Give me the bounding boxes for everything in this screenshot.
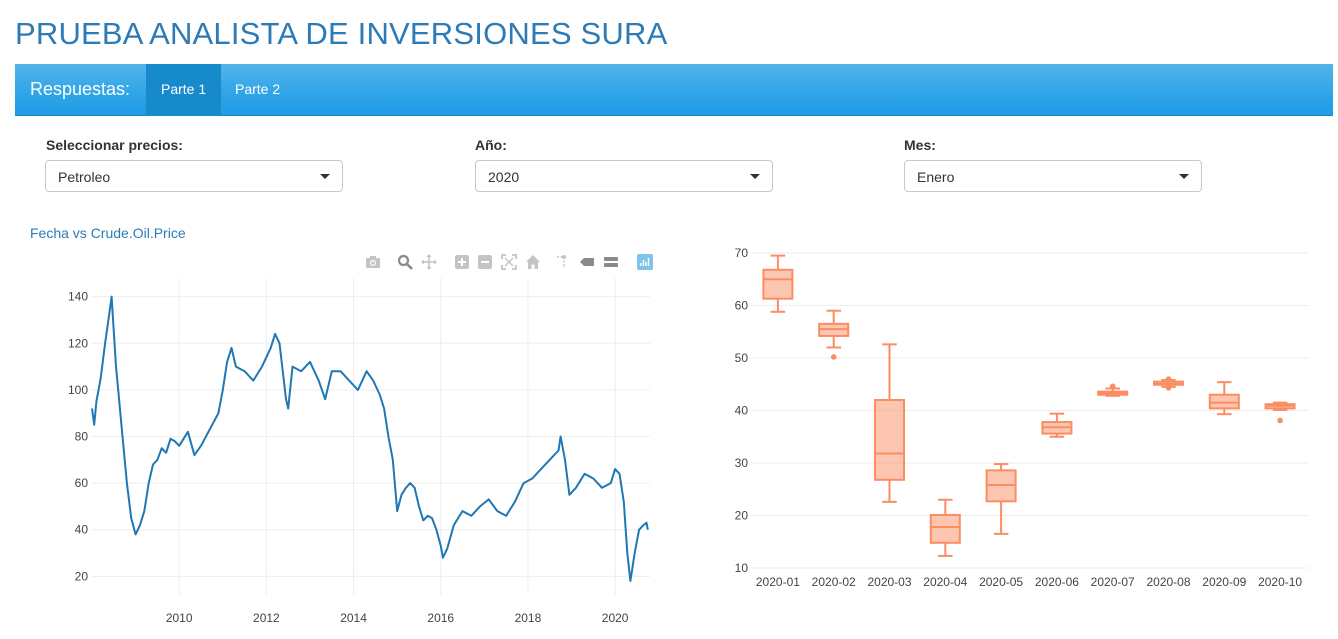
box-2020-02 xyxy=(818,309,850,360)
line-chart-x-tick-label: 2012 xyxy=(253,611,280,625)
anio-label: Año: xyxy=(475,137,507,153)
mes-label: Mes: xyxy=(904,137,936,153)
camera-icon[interactable] xyxy=(365,254,381,270)
line-chart-y-tick-label: 60 xyxy=(75,476,89,490)
line-chart-title: Fecha vs Crude.Oil.Price xyxy=(30,225,186,241)
line-chart-y-tick-label: 120 xyxy=(68,336,88,350)
page-title: PRUEBA ANALISTA DE INVERSIONES SURA xyxy=(15,16,668,51)
box-chart-x-tick-label: 2020-09 xyxy=(1202,575,1246,589)
box-2020-03 xyxy=(873,343,906,503)
box-2020-10 xyxy=(1264,401,1296,424)
line-chart-x-tick-label: 2018 xyxy=(515,611,542,625)
autoscale-icon[interactable] xyxy=(501,254,517,270)
anio-select-value: 2020 xyxy=(488,169,520,185)
spike-lines-icon[interactable] xyxy=(555,254,571,270)
tab-parte-2[interactable]: Parte 2 xyxy=(235,81,281,97)
box-chart-x-tick-label: 2020-06 xyxy=(1035,575,1079,589)
anio-select[interactable]: 2020 xyxy=(475,160,773,192)
line-chart-y-tick-label: 100 xyxy=(68,383,88,397)
mes-select-value: Enero xyxy=(917,169,955,185)
box-outlier-point xyxy=(830,354,837,360)
line-chart-x-tick-label: 2010 xyxy=(166,611,193,625)
box-outlier-point xyxy=(1165,385,1172,391)
line-chart-x-tick-label: 2014 xyxy=(340,611,367,625)
chevron-down-icon xyxy=(1179,174,1189,179)
zoom-icon[interactable] xyxy=(397,254,413,270)
box-outlier-point xyxy=(1277,417,1283,424)
precio-select[interactable]: Petroleo xyxy=(45,160,343,192)
line-chart-y-tick-label: 20 xyxy=(75,569,89,583)
zoom-in-icon[interactable] xyxy=(454,254,470,270)
box-iqr xyxy=(1208,393,1240,410)
navbar: Respuestas: Parte 1 Parte 2 xyxy=(15,64,1333,116)
hover-compare-icon[interactable] xyxy=(603,254,619,270)
box-chart-y-tick-label: 30 xyxy=(735,456,749,470)
box-chart-y-tick-label: 40 xyxy=(735,404,749,418)
mes-select[interactable]: Enero xyxy=(904,160,1202,192)
box-2020-01 xyxy=(762,254,794,313)
crude-oil-price-line xyxy=(91,295,649,582)
box-chart-y-tick-label: 60 xyxy=(735,299,749,313)
box-iqr xyxy=(762,268,794,300)
box-2020-04 xyxy=(929,498,961,557)
box-chart-x-tick-label: 2020-04 xyxy=(923,575,967,589)
line-chart-x-tick-label: 2016 xyxy=(427,611,454,625)
box-chart-y-tick-label: 20 xyxy=(735,509,749,523)
box-chart-x-tick-label: 2020-02 xyxy=(812,575,856,589)
box-chart-x-tick-label: 2020-01 xyxy=(756,575,800,589)
zoom-out-icon[interactable] xyxy=(477,254,493,270)
line-chart-y-tick-label: 80 xyxy=(75,430,89,444)
tab-parte-1[interactable]: Parte 1 xyxy=(146,64,222,115)
box-2020-07 xyxy=(1097,383,1129,397)
box-2020-05 xyxy=(985,463,1017,535)
box-2020-06 xyxy=(1041,412,1073,438)
box-chart-x-tick-label: 2020-10 xyxy=(1258,575,1302,589)
box-outlier-point xyxy=(1109,383,1116,390)
box-chart-x-tick-label: 2020-07 xyxy=(1091,575,1135,589)
box-chart-y-tick-label: 50 xyxy=(735,351,749,365)
box-iqr xyxy=(873,399,906,481)
box-2020-08 xyxy=(1152,376,1185,391)
chevron-down-icon xyxy=(750,174,760,179)
plotly-logo-icon[interactable] xyxy=(637,254,653,270)
box-chart-y-tick-label: 10 xyxy=(735,561,749,575)
line-chart-y-tick-label: 40 xyxy=(75,523,89,537)
precio-select-value: Petroleo xyxy=(58,169,111,185)
box-outlier-point xyxy=(1165,376,1172,382)
hover-closest-icon[interactable] xyxy=(579,254,595,270)
line-chart-x-tick-label: 2020 xyxy=(602,611,629,625)
pan-icon[interactable] xyxy=(421,254,437,270)
box-chart-x-tick-label: 2020-08 xyxy=(1146,575,1190,589)
box-iqr xyxy=(929,513,961,544)
box-2020-09 xyxy=(1208,381,1240,416)
box-chart-y-tick-label: 70 xyxy=(735,246,749,260)
precio-label: Seleccionar precios: xyxy=(46,137,183,153)
chevron-down-icon xyxy=(320,174,330,179)
line-chart: 20 40 60 80 100 120 140 2010 2012 2014 2016 2018 202… xyxy=(68,278,650,625)
box-chart-x-tick-label: 2020-05 xyxy=(979,575,1023,589)
line-chart-y-tick-label: 140 xyxy=(68,290,88,304)
navbar-brand: Respuestas: xyxy=(30,79,131,99)
box-chart: 10 20 30 40 50 60 70 2020-01 2020-02 2020-03 2020-… xyxy=(735,246,1308,589)
home-icon[interactable] xyxy=(525,254,541,270)
box-chart-x-tick-label: 2020-03 xyxy=(867,575,911,589)
